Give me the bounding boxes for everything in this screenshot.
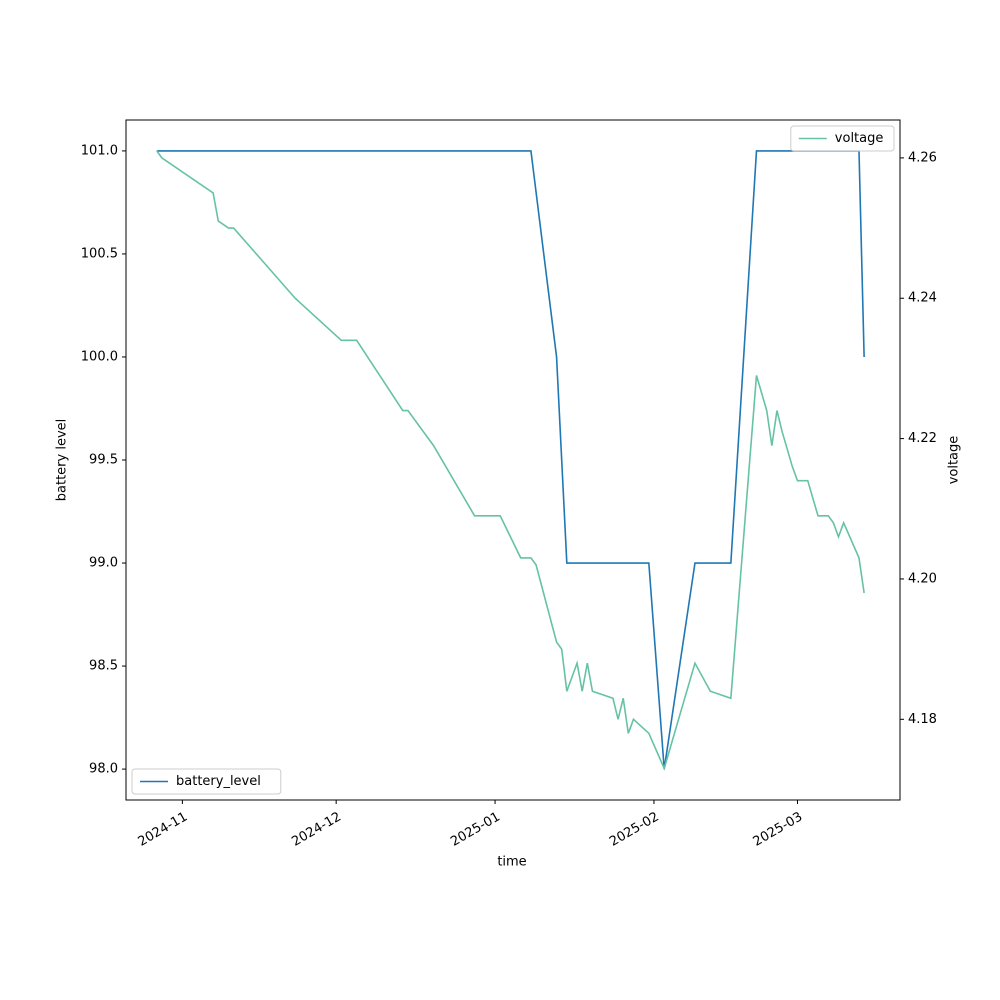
x-tick-label: 2024-12 <box>289 810 344 850</box>
y2-tick-label: 4.26 <box>908 150 937 165</box>
y2-tick-label: 4.22 <box>908 431 937 446</box>
data-line <box>156 150 865 771</box>
legend-label: voltage <box>835 131 884 146</box>
y-tick-label: 98.5 <box>89 659 118 674</box>
legend-box <box>131 768 282 795</box>
legend-box <box>790 125 895 152</box>
y2-tick-label: 4.18 <box>908 712 937 727</box>
x-axis-label: time <box>497 855 526 870</box>
y-tick-label: 99.0 <box>89 556 118 571</box>
x-tick-label: 2025-03 <box>751 810 806 850</box>
x-tick-label: 2024-11 <box>136 810 191 850</box>
y-tick-label: 100.5 <box>81 246 118 261</box>
y-tick-label: 98.0 <box>89 762 118 777</box>
plot-frame <box>125 119 901 801</box>
y2-axis-label: voltage <box>947 436 962 485</box>
y2-tick-label: 4.20 <box>908 571 937 586</box>
y2-tick-label: 4.24 <box>908 291 937 306</box>
y-tick-label: 100.0 <box>81 349 118 364</box>
x-tick-label: 2025-02 <box>607 810 662 850</box>
y-tick-label: 101.0 <box>81 143 118 158</box>
data-line <box>156 150 865 770</box>
x-tick-label: 2025-01 <box>448 810 503 850</box>
y-axis-label: battery level <box>55 419 70 502</box>
y-tick-label: 99.5 <box>89 453 118 468</box>
legend-label: battery_level <box>176 774 261 789</box>
